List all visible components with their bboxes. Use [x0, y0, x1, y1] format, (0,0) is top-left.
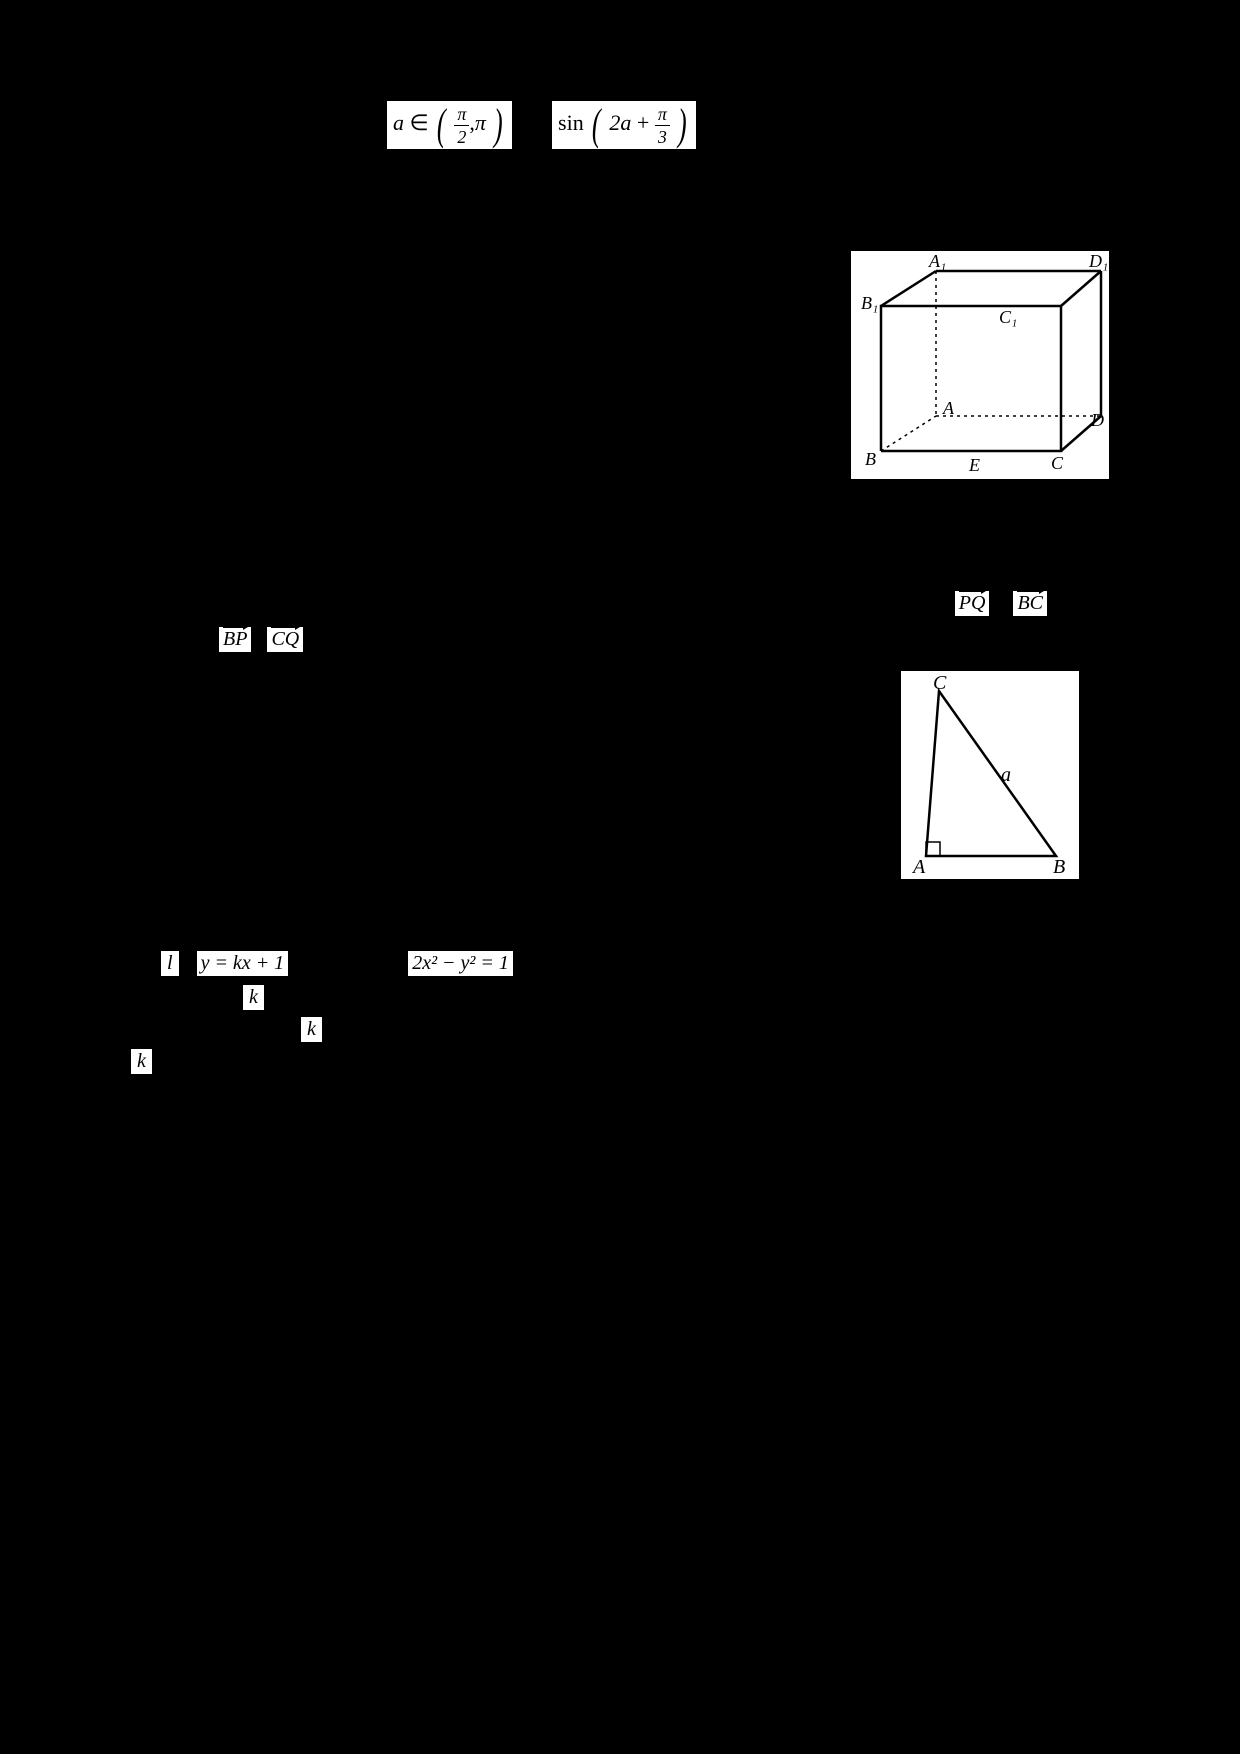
sin: sin	[558, 110, 584, 135]
rparen: )	[494, 103, 503, 147]
var-a: a	[393, 110, 404, 135]
lbl-D1: D₁	[1088, 251, 1108, 271]
var-l: l	[160, 950, 180, 977]
problem-20: l y = kx + 1 2x² − y² = 1 k k k	[130, 950, 1110, 1090]
two-a: 2a	[609, 110, 631, 135]
rparen2: )	[678, 103, 687, 147]
lbl-A1: A₁	[928, 251, 946, 271]
var-k-3: k	[130, 1048, 153, 1075]
lparen: (	[437, 103, 446, 147]
vec-BP: BP	[218, 626, 252, 653]
frac-pi-3: π 3	[655, 105, 670, 146]
lbl-B1: B₁	[861, 293, 878, 313]
var-k-2: k	[300, 1016, 323, 1043]
lbl-E: E	[968, 455, 980, 475]
problem-17: a ∈ ( π 2 ,π ) sin ( 2a + π 3 )	[130, 100, 1110, 190]
line-eq: y = kx + 1	[196, 950, 290, 977]
problem-18: A₁ D₁ B₁ C₁ A D B C E	[130, 230, 1110, 550]
vec-CQ: CQ	[266, 626, 304, 653]
frac-pi-2: π 2	[454, 105, 469, 146]
elem-of: ∈	[410, 110, 429, 135]
triangle-figure: C A B a	[900, 670, 1080, 880]
p17-sin-expr: sin ( 2a + π 3 )	[551, 100, 697, 150]
plus: +	[637, 110, 649, 135]
problem-19: PQ BC BP CQ C A B a	[130, 590, 1110, 910]
lbl-B: B	[865, 449, 876, 469]
lbl-A: A	[942, 398, 955, 418]
lbl-C: C	[1051, 453, 1064, 473]
vec-BC: BC	[1012, 590, 1048, 617]
lbl-D: D	[1090, 410, 1104, 430]
pi: π	[475, 110, 486, 135]
var-k-1: k	[242, 984, 265, 1011]
lbl-A2: A	[911, 856, 926, 878]
p17-domain-expr: a ∈ ( π 2 ,π )	[386, 100, 513, 150]
lbl-C2: C	[933, 672, 947, 694]
lbl-B2: B	[1053, 856, 1065, 878]
lbl-a: a	[1001, 764, 1011, 786]
curve-eq: 2x² − y² = 1	[407, 950, 514, 977]
vec-PQ: PQ	[954, 590, 991, 617]
lbl-C1: C₁	[999, 307, 1017, 327]
cube-figure: A₁ D₁ B₁ C₁ A D B C E	[850, 250, 1110, 480]
lparen2: (	[592, 103, 601, 147]
